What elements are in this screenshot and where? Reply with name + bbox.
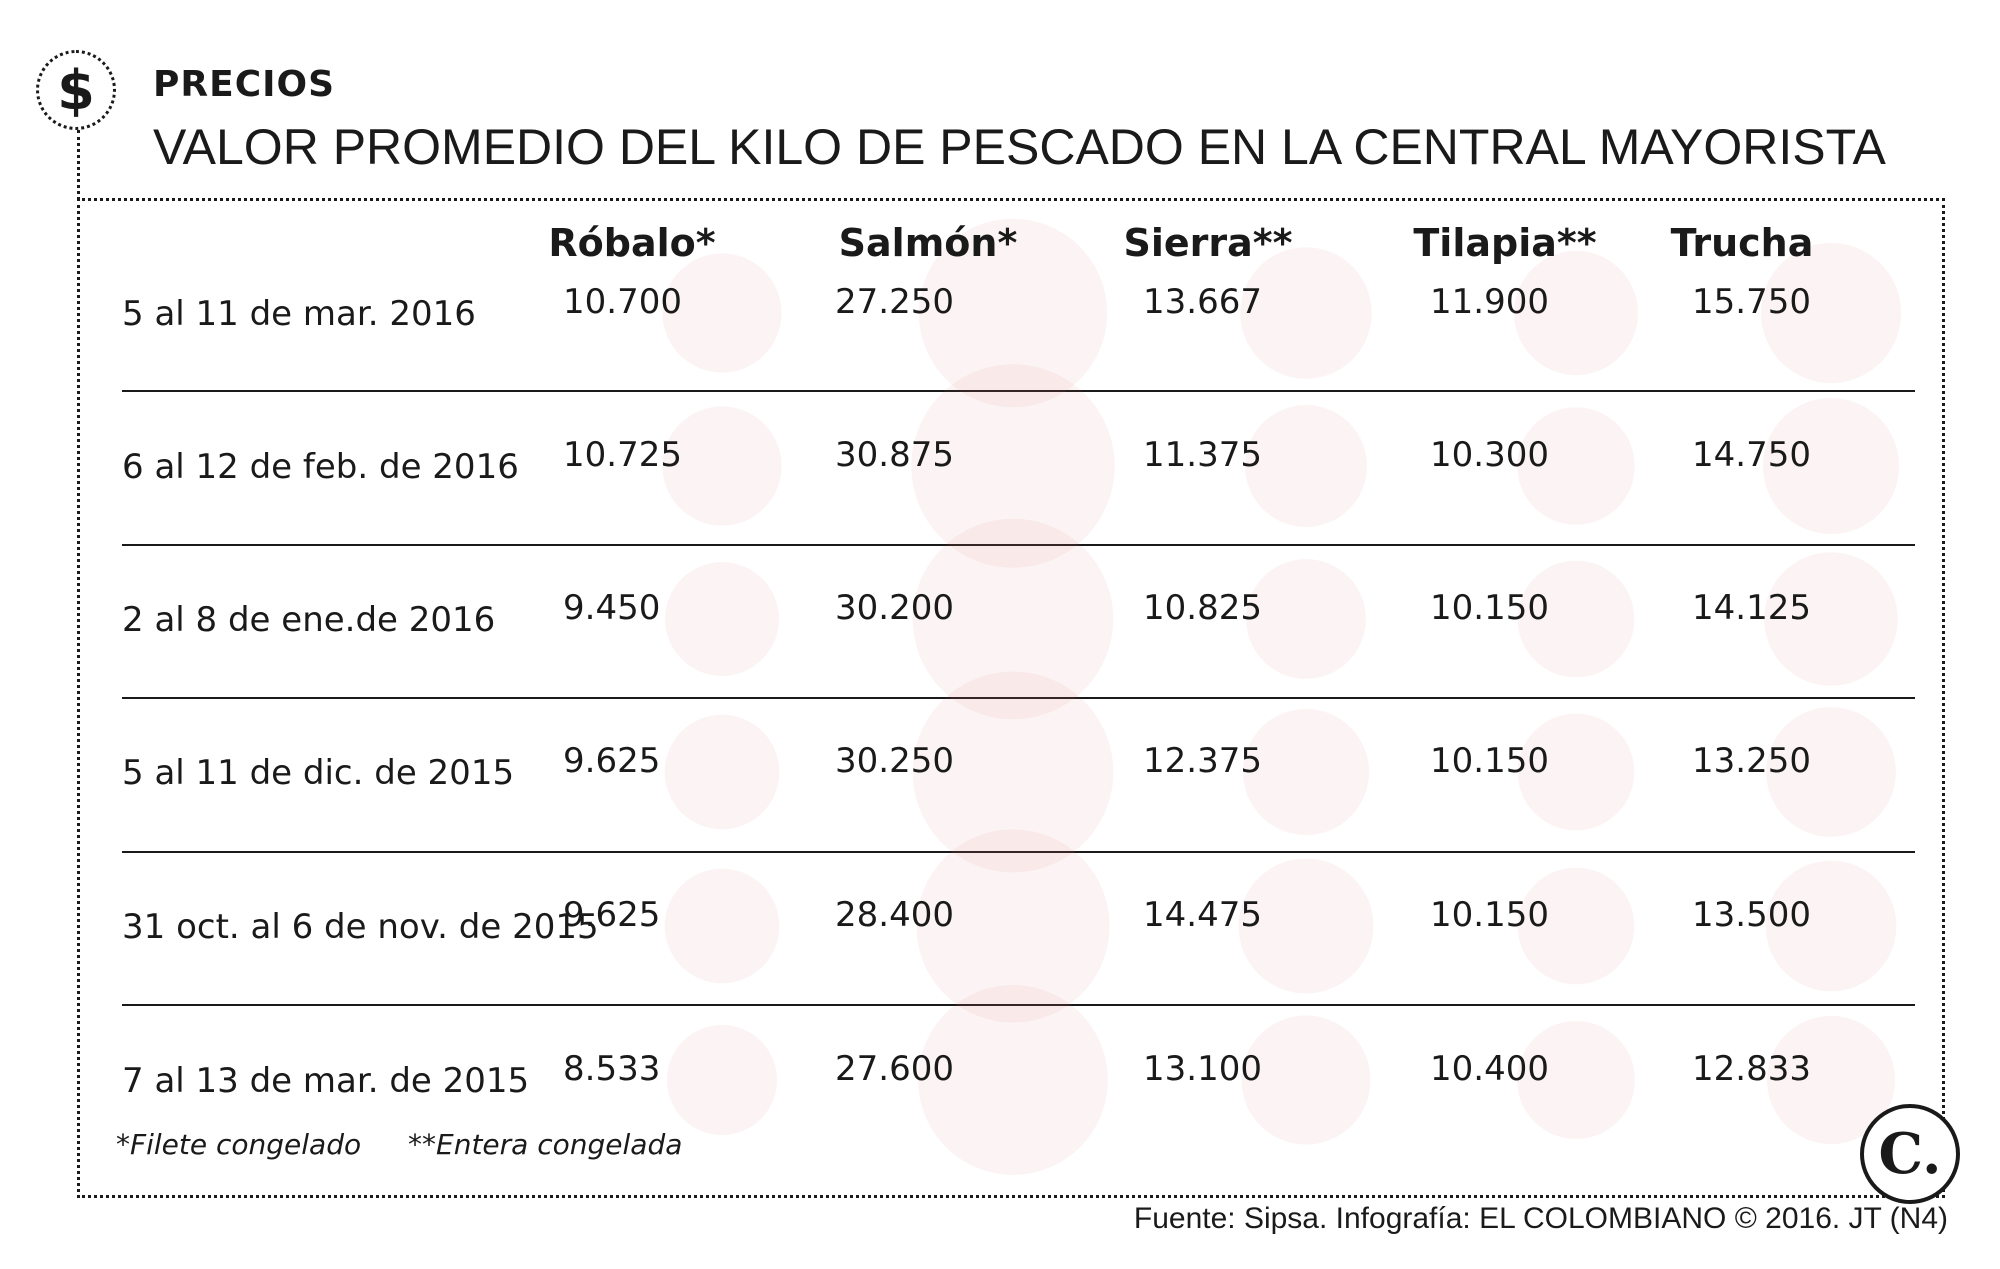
bubble-r4-c3 xyxy=(1242,708,1370,836)
footnotes: *Filete congelado **Entera congelada xyxy=(116,1128,720,1161)
column-header-4: Tilapia** xyxy=(1413,221,1596,265)
bubble-r1-c4 xyxy=(1513,250,1639,376)
column-header-3: Sierra** xyxy=(1123,221,1292,265)
value-r1-c5: 15.750 xyxy=(1692,282,1811,322)
bubble-r4-c4 xyxy=(1517,713,1635,831)
value-r4-c5: 13.250 xyxy=(1692,741,1811,781)
bubble-r4-c1 xyxy=(664,714,780,830)
dollar-sign-icon: $ xyxy=(36,50,116,130)
bubble-r2-c5 xyxy=(1762,397,1900,535)
bubble-r2-c3 xyxy=(1245,405,1367,527)
bubble-r6-c1 xyxy=(666,1024,778,1136)
bubble-r2-c4 xyxy=(1517,407,1635,525)
value-r5-c1: 9.625 xyxy=(563,895,660,935)
source-credit: Fuente: Sipsa. Infografía: EL COLOMBIANO… xyxy=(1133,1202,1948,1235)
bubble-r6-c2 xyxy=(918,985,1108,1175)
bubble-r2-c2 xyxy=(911,364,1115,568)
row-label-3: 2 al 8 de ene.de 2016 xyxy=(122,600,495,640)
value-r2-c5: 14.750 xyxy=(1692,435,1811,475)
row-label-5: 31 oct. al 6 de nov. de 2015 xyxy=(122,907,599,947)
bubble-r4-c2 xyxy=(912,671,1114,873)
value-r4-c2: 30.250 xyxy=(835,741,954,781)
chart-title: VALOR PROMEDIO DEL KILO DE PESCADO EN LA… xyxy=(153,119,1886,175)
bubble-r3-c1 xyxy=(665,562,779,676)
footnote-entera: **Entera congelada xyxy=(408,1128,683,1161)
bubble-r3-c2 xyxy=(912,518,1114,720)
value-r6-c2: 27.600 xyxy=(835,1049,954,1089)
bubble-r5-c4 xyxy=(1517,867,1635,985)
bubble-r6-c3 xyxy=(1241,1015,1371,1145)
value-r4-c4: 10.150 xyxy=(1430,741,1549,781)
bubble-r3-c4 xyxy=(1517,560,1635,678)
value-r6-c1: 8.533 xyxy=(563,1049,660,1089)
kicker-label: PRECIOS xyxy=(153,64,336,105)
row-label-4: 5 al 11 de dic. de 2015 xyxy=(122,753,514,793)
value-r5-c5: 13.500 xyxy=(1692,895,1811,935)
value-r5-c3: 14.475 xyxy=(1143,895,1262,935)
bubble-r2-c1 xyxy=(662,406,782,526)
column-header-5: Trucha xyxy=(1671,221,1814,265)
bubble-r1-c2 xyxy=(918,218,1108,408)
value-r3-c1: 9.450 xyxy=(563,588,660,628)
value-r3-c4: 10.150 xyxy=(1430,588,1549,628)
value-r5-c2: 28.400 xyxy=(835,895,954,935)
footnote-filete: *Filete congelado xyxy=(116,1128,362,1161)
column-header-1: Róbalo* xyxy=(548,221,715,265)
value-r1-c4: 11.900 xyxy=(1430,282,1549,322)
table-frame xyxy=(77,198,1945,1198)
bubble-r4-c5 xyxy=(1766,707,1896,837)
dotted-connector xyxy=(77,130,80,200)
value-r3-c2: 30.200 xyxy=(835,588,954,628)
value-r2-c4: 10.300 xyxy=(1430,435,1549,475)
bubble-r6-c5 xyxy=(1766,1015,1896,1145)
bubble-r1-c3 xyxy=(1240,247,1372,379)
value-r2-c1: 10.725 xyxy=(563,435,682,475)
row-label-2: 6 al 12 de feb. de 2016 xyxy=(122,447,519,487)
bubble-r5-c3 xyxy=(1238,858,1374,994)
bubble-r6-c4 xyxy=(1517,1021,1635,1139)
value-r2-c3: 11.375 xyxy=(1143,435,1262,475)
value-r2-c2: 30.875 xyxy=(835,435,954,475)
value-r1-c2: 27.250 xyxy=(835,282,954,322)
el-colombiano-logo: C. xyxy=(1860,1104,1960,1204)
bubble-r5-c2 xyxy=(916,829,1110,1023)
bubble-r1-c5 xyxy=(1760,242,1902,384)
column-header-2: Salmón* xyxy=(839,221,1018,265)
bubble-r3-c3 xyxy=(1246,559,1366,679)
value-r4-c1: 9.625 xyxy=(563,741,660,781)
value-r6-c3: 13.100 xyxy=(1143,1049,1262,1089)
value-r3-c5: 14.125 xyxy=(1692,588,1811,628)
value-r1-c1: 10.700 xyxy=(563,282,682,322)
bubble-r1-c1 xyxy=(662,253,782,373)
row-label-6: 7 al 13 de mar. de 2015 xyxy=(122,1061,529,1101)
bubble-r3-c5 xyxy=(1764,552,1898,686)
bubble-r5-c5 xyxy=(1765,860,1897,992)
bubble-r5-c1 xyxy=(664,868,780,984)
value-r6-c5: 12.833 xyxy=(1692,1049,1811,1089)
value-r1-c3: 13.667 xyxy=(1143,282,1262,322)
value-r6-c4: 10.400 xyxy=(1430,1049,1549,1089)
value-r4-c3: 12.375 xyxy=(1143,741,1262,781)
value-r3-c3: 10.825 xyxy=(1143,588,1262,628)
row-label-1: 5 al 11 de mar. 2016 xyxy=(122,294,476,334)
value-r5-c4: 10.150 xyxy=(1430,895,1549,935)
